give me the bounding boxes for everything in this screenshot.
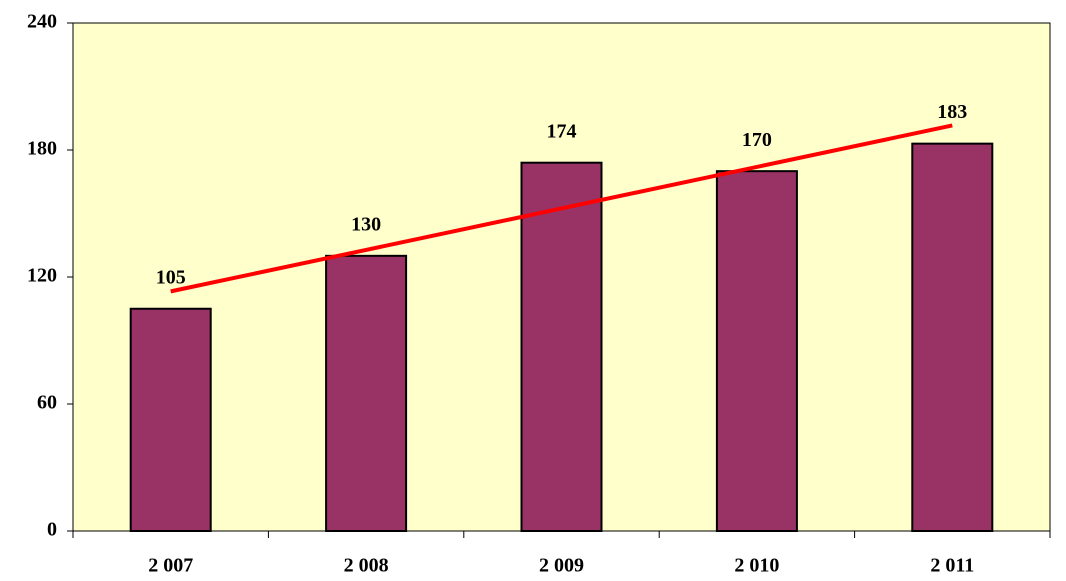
- x-tick-label: 2 010: [734, 555, 779, 577]
- data-label: 170: [742, 129, 772, 151]
- y-tick-label: 120: [27, 265, 57, 287]
- x-tick-label: 2 007: [148, 555, 193, 577]
- bar: [911, 142, 994, 532]
- bar: [520, 161, 603, 532]
- x-tick-label: 2 008: [344, 555, 389, 577]
- y-tick-label: 180: [27, 138, 57, 160]
- y-tick-label: 60: [37, 392, 57, 414]
- y-tick-label: 240: [27, 11, 57, 33]
- bar: [129, 307, 212, 532]
- data-label: 105: [156, 266, 186, 288]
- y-tick-label: 0: [47, 519, 57, 541]
- bar: [715, 170, 798, 533]
- data-label: 174: [547, 120, 577, 142]
- data-label: 183: [937, 101, 967, 123]
- data-label: 130: [351, 213, 381, 235]
- trend-line: [170, 123, 953, 294]
- x-tick-label: 2 009: [539, 555, 584, 577]
- x-tick-label: 2 011: [930, 555, 974, 577]
- bar: [325, 254, 408, 532]
